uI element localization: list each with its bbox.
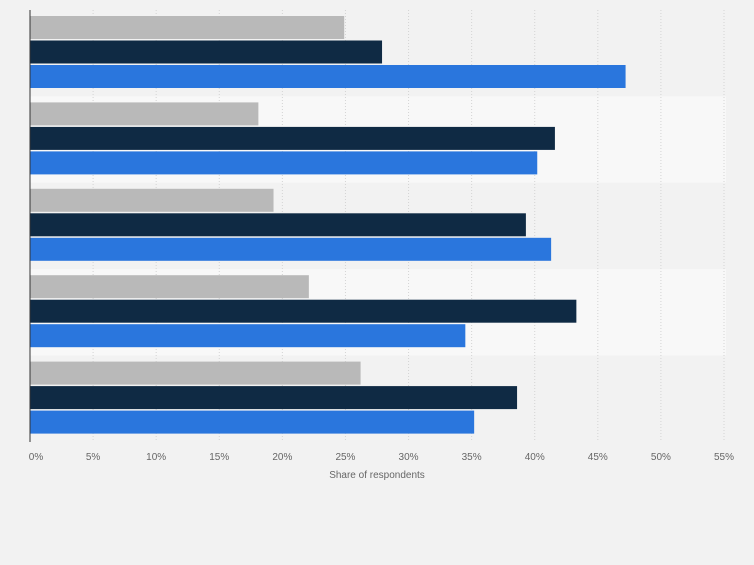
bars xyxy=(30,16,626,434)
x-tick-label: 45% xyxy=(588,452,608,463)
x-tick-label: 0% xyxy=(29,452,44,463)
bar xyxy=(30,102,259,126)
bar xyxy=(30,151,538,175)
bar xyxy=(30,361,361,385)
x-axis-tick-labels: 0% 5% 10% 15% 20% 25% 30% 35% 40% 45% 50% 55% xyxy=(29,452,734,463)
x-tick-label: 30% xyxy=(399,452,419,463)
bar xyxy=(30,324,466,348)
x-tick-label: 15% xyxy=(209,452,229,463)
bar xyxy=(30,213,526,237)
x-tick-label: 5% xyxy=(86,452,101,463)
bar xyxy=(30,40,383,64)
x-tick-label: 35% xyxy=(462,452,482,463)
bar xyxy=(30,126,555,150)
bar xyxy=(30,410,475,434)
x-tick-label: 25% xyxy=(335,452,355,463)
bar xyxy=(30,16,345,39)
bar xyxy=(30,275,309,299)
x-tick-label: 20% xyxy=(272,452,292,463)
x-tick-label: 55% xyxy=(714,452,734,463)
bar xyxy=(30,65,626,88)
bar xyxy=(30,188,274,212)
bar xyxy=(30,299,577,323)
x-axis-label: Share of respondents xyxy=(329,470,425,481)
bar xyxy=(30,386,518,410)
x-tick-label: 50% xyxy=(651,452,671,463)
x-tick-label: 10% xyxy=(146,452,166,463)
x-tick-label: 40% xyxy=(525,452,545,463)
bar xyxy=(30,237,552,261)
